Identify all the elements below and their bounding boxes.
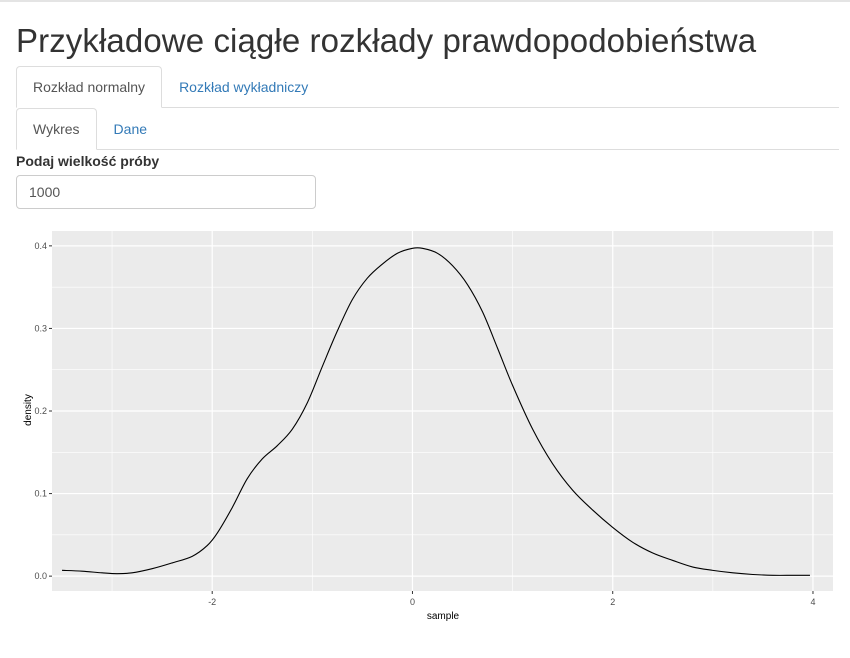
x-tick-label: 2 bbox=[610, 597, 615, 607]
tab-normal-distribution[interactable]: Rozkład normalny bbox=[16, 66, 163, 108]
distribution-tabs: Rozkład normalny Rozkład wykładniczy bbox=[16, 66, 839, 108]
tab-data[interactable]: Dane bbox=[113, 121, 148, 137]
x-axis-ticks: -2 0 2 4 bbox=[208, 591, 815, 607]
density-line bbox=[61, 247, 810, 576]
sample-size-label: Podaj wielkość próby bbox=[16, 153, 160, 169]
y-tick-label: 0.0 bbox=[34, 571, 47, 581]
grid-major bbox=[52, 231, 833, 591]
y-axis-title: density bbox=[23, 394, 34, 426]
x-axis-title: sample bbox=[427, 611, 460, 622]
y-tick-label: 0.4 bbox=[34, 241, 47, 251]
y-axis-ticks: 0.0 0.1 0.2 0.3 0.4 bbox=[34, 241, 52, 581]
x-tick-label: 4 bbox=[810, 597, 815, 607]
tab-exponential-distribution[interactable]: Rozkład wykładniczy bbox=[179, 79, 309, 95]
page-title: Przykładowe ciągłe rozkłady prawdopodobi… bbox=[16, 22, 757, 59]
view-tabs: Wykres Dane bbox=[16, 108, 839, 150]
y-tick-label: 0.1 bbox=[34, 489, 47, 499]
y-tick-label: 0.3 bbox=[34, 323, 47, 333]
y-tick-label: 0.2 bbox=[34, 406, 47, 416]
x-tick-label: -2 bbox=[208, 597, 216, 607]
tab-plot[interactable]: Wykres bbox=[16, 108, 97, 150]
x-tick-label: 0 bbox=[410, 597, 415, 607]
sample-size-input[interactable] bbox=[16, 175, 316, 209]
